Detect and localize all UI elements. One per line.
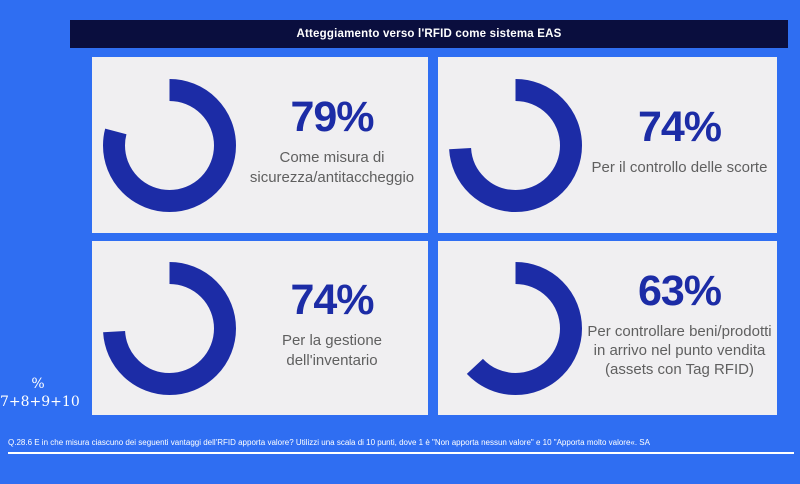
- stat-text-block: 79% Come misura di sicurezza/antitaccheg…: [236, 95, 428, 187]
- donut-ring-icon: [449, 78, 582, 212]
- donut-chart-sicurezza: [103, 78, 236, 212]
- stat-caption: Come misura di sicurezza/antitaccheggio: [249, 149, 415, 186]
- stat-percent: 74%: [290, 276, 374, 325]
- stat-card-sicurezza: 79% Come misura di sicurezza/antitaccheg…: [92, 57, 428, 233]
- stat-card-tag-rfid: 63% Per controllare beni/prodotti in arr…: [438, 241, 777, 415]
- stat-text-block: 74% Per il controllo delle scorte: [582, 102, 777, 177]
- stat-card-inventario: 74% Per la gestione dell'inventario: [92, 241, 428, 415]
- stat-caption: Per il controllo delle scorte: [591, 158, 768, 176]
- stat-percent: 79%: [290, 93, 374, 142]
- question-footnote: Q.28.6 E in che misura ciascuno dei segu…: [8, 438, 650, 447]
- donut-chart-tag-rfid: [449, 261, 582, 395]
- stat-text-block: 74% Per la gestione dell'inventario: [236, 278, 428, 370]
- stat-caption: Per la gestione dell'inventario: [281, 332, 383, 369]
- stat-caption: Per controllare beni/prodotti in arrivo …: [587, 322, 772, 379]
- metric-symbol: %: [31, 376, 45, 392]
- slide-title: Atteggiamento verso l'RFID come sistema …: [296, 28, 562, 40]
- donut-chart-inventario: [103, 261, 236, 395]
- slide-title-bar: Atteggiamento verso l'RFID come sistema …: [70, 20, 788, 48]
- donut-chart-scorte: [449, 78, 582, 212]
- stat-text-block: 63% Per controllare beni/prodotti in arr…: [582, 266, 777, 380]
- metric-base-note: % 7+8+9+10: [0, 376, 80, 411]
- donut-ring-icon: [103, 261, 236, 395]
- stat-card-scorte: 74% Per il controllo delle scorte: [438, 57, 777, 233]
- donut-ring-icon: [103, 78, 236, 212]
- donut-ring-icon: [449, 261, 582, 395]
- metric-range: 7+8+9+10: [0, 393, 80, 410]
- stat-percent: 74%: [637, 102, 722, 151]
- stat-percent: 63%: [637, 266, 722, 315]
- footnote-divider: [8, 452, 794, 454]
